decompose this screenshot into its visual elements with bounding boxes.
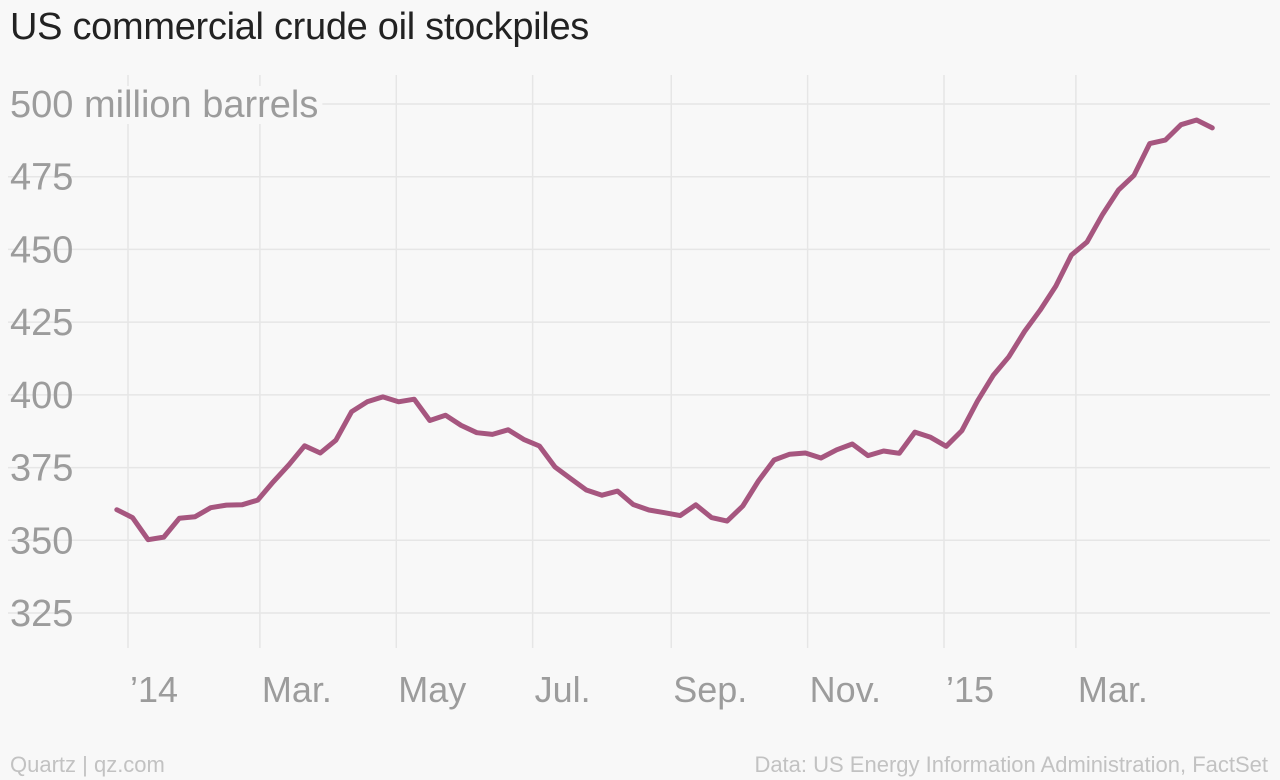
data-point-59 [1038, 308, 1043, 313]
data-point-43 [787, 452, 792, 457]
data-point-1 [130, 515, 135, 520]
data-point-48 [865, 453, 870, 458]
data-point-62 [1085, 239, 1090, 244]
y-tick-label-425: 425 [10, 302, 73, 344]
data-point-65 [1132, 173, 1137, 178]
data-point-13 [318, 451, 323, 456]
data-point-54 [959, 428, 964, 433]
x-tick-label-2: May [398, 669, 466, 710]
data-point-34 [646, 508, 651, 513]
data-point-67 [1163, 138, 1168, 143]
data-point-0 [114, 507, 119, 512]
gridlines [8, 75, 1270, 648]
data-point-10 [271, 479, 276, 484]
y-axis-labels: 500 million barrels 475 450 425 400 375 350 325 [8, 84, 323, 635]
x-tick-label-0: ’14 [130, 669, 178, 710]
data-point-11 [286, 462, 291, 467]
x-tick-label-1: Mar. [262, 669, 332, 710]
data-point-68 [1178, 122, 1183, 127]
x-axis-labels: ’14 Mar. May Jul. Sep. Nov. ’15 Mar. [130, 669, 1148, 710]
chart-title: US commercial crude oil stockpiles [10, 6, 589, 48]
data-point-30 [584, 487, 589, 492]
data-point-27 [537, 444, 542, 449]
data-point-2 [146, 537, 151, 542]
data-point-70 [1210, 125, 1215, 130]
data-point-47 [850, 442, 855, 447]
data-point-39 [725, 519, 730, 524]
y-tick-label-375: 375 [10, 448, 73, 490]
y-tick-label-350: 350 [10, 520, 73, 562]
data-point-50 [897, 451, 902, 456]
data-point-38 [709, 515, 714, 520]
data-point-45 [819, 455, 824, 460]
data-point-44 [803, 451, 808, 456]
data-point-32 [615, 489, 620, 494]
data-point-40 [740, 503, 745, 508]
y-tick-label-450: 450 [10, 229, 73, 271]
series-line-0 [114, 117, 1215, 543]
data-point-18 [396, 399, 401, 404]
data-point-66 [1147, 141, 1152, 146]
data-point-12 [302, 443, 307, 448]
x-tick-label-7: Mar. [1078, 669, 1148, 710]
data-point-69 [1194, 117, 1199, 122]
data-point-20 [427, 418, 432, 423]
data-point-61 [1069, 252, 1074, 257]
data-point-57 [1006, 354, 1011, 359]
footer-source-left: Quartz | qz.com [10, 752, 165, 777]
data-point-24 [490, 432, 495, 437]
data-point-60 [1053, 284, 1058, 289]
x-tick-label-6: ’15 [946, 669, 994, 710]
y-tick-label-475: 475 [10, 157, 73, 199]
data-point-8 [240, 502, 245, 507]
x-tick-label-4: Sep. [673, 669, 747, 710]
data-point-64 [1116, 188, 1121, 193]
data-point-63 [1100, 212, 1105, 217]
series-layer [114, 117, 1215, 543]
data-point-22 [459, 423, 464, 428]
data-point-19 [412, 397, 417, 402]
data-point-5 [193, 514, 198, 519]
x-tick-label-5: Nov. [810, 669, 881, 710]
data-point-36 [678, 513, 683, 518]
data-point-9 [255, 498, 260, 503]
data-point-51 [912, 430, 917, 435]
data-point-56 [991, 373, 996, 378]
data-point-17 [380, 394, 385, 399]
y-unit-label-background [8, 86, 323, 124]
data-point-25 [506, 427, 511, 432]
data-point-52 [928, 435, 933, 440]
data-point-49 [881, 448, 886, 453]
data-point-23 [474, 430, 479, 435]
data-point-15 [349, 409, 354, 414]
data-point-41 [756, 478, 761, 483]
data-point-29 [568, 476, 573, 481]
data-point-53 [944, 444, 949, 449]
footer-source-right: Data: US Energy Information Administrati… [754, 752, 1268, 777]
data-point-42 [772, 458, 777, 463]
data-point-26 [521, 437, 526, 442]
data-point-7 [224, 503, 229, 508]
data-point-6 [208, 505, 213, 510]
data-point-37 [693, 502, 698, 507]
data-point-33 [631, 502, 636, 507]
data-point-55 [975, 398, 980, 403]
data-point-14 [333, 438, 338, 443]
x-tick-label-3: Jul. [535, 669, 591, 710]
data-point-28 [553, 464, 558, 469]
y-tick-label-500: 500 million barrels [10, 84, 318, 126]
data-point-16 [365, 399, 370, 404]
y-tick-label-325: 325 [10, 593, 73, 635]
data-point-31 [599, 493, 604, 498]
data-point-3 [161, 535, 166, 540]
data-point-58 [1022, 329, 1027, 334]
data-point-46 [834, 447, 839, 452]
y-tick-label-400: 400 [10, 375, 73, 417]
data-point-21 [443, 413, 448, 418]
data-point-35 [662, 510, 667, 515]
data-point-4 [177, 516, 182, 521]
